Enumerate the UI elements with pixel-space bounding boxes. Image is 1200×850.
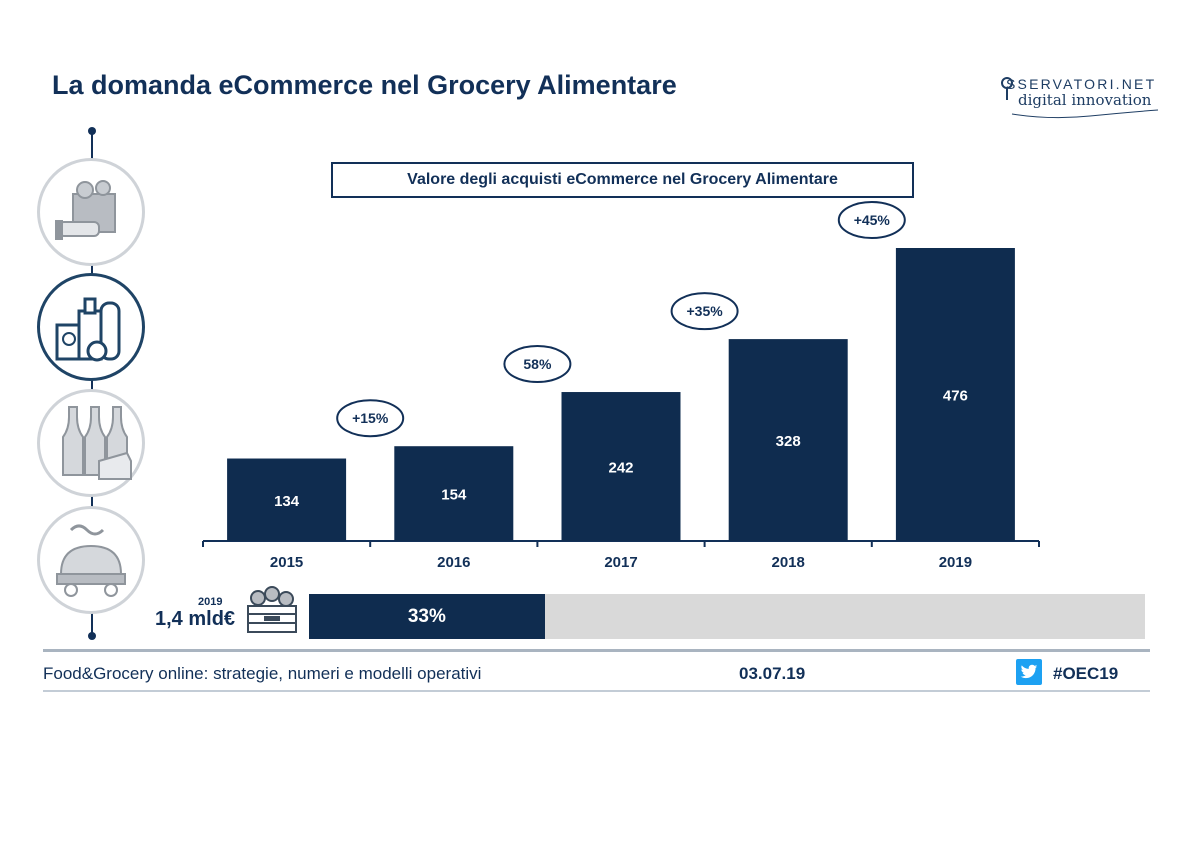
footer-divider-bottom [43, 690, 1150, 692]
grocery-products-icon[interactable] [37, 273, 145, 381]
timeline-dot-top [88, 127, 96, 135]
timeline-dot-bottom [88, 632, 96, 640]
osservatori-logo[interactable]: SSERVATORI.NET digital innovation [1000, 76, 1160, 120]
food-delivery-cloche-icon[interactable] [37, 506, 145, 614]
vegetable-crate-icon [247, 586, 297, 633]
bar [895, 248, 1015, 541]
share-bar-track: 33% [309, 594, 1145, 639]
bar [728, 339, 848, 541]
twitter-icon[interactable] [1016, 659, 1042, 685]
x-tick-label: 2017 [604, 554, 637, 571]
logo-text-bottom: digital innovation [1018, 91, 1152, 109]
x-tick-label: 2018 [772, 554, 805, 571]
grocery-bag-hand-icon[interactable] [37, 158, 145, 266]
growth-label: +45% [854, 212, 891, 228]
data-label: 328 [776, 433, 801, 450]
share-value: 1,4 mld€ [155, 608, 236, 630]
data-label: 242 [608, 460, 633, 477]
footer-hashtag[interactable]: #OEC19 [1053, 664, 1119, 683]
growth-label: +35% [686, 303, 723, 319]
bar [561, 392, 681, 541]
footer-event-title: Food&Grocery online: strategie, numeri e… [43, 664, 482, 683]
chart-title: Valore degli acquisti eCommerce nel Groc… [331, 162, 914, 198]
bar [394, 446, 514, 541]
growth-bubble [837, 201, 906, 239]
growth-bubble [503, 345, 572, 384]
timeline-line [91, 131, 93, 639]
footer-divider-top [43, 649, 1150, 652]
data-label: 134 [274, 493, 300, 510]
share-year: 2019 [198, 596, 223, 608]
x-tick-label: 2019 [939, 554, 972, 571]
growth-bubble [670, 292, 739, 331]
logo-pin-icon [1001, 77, 1013, 100]
wine-cheese-icon[interactable] [37, 389, 145, 497]
x-tick-label: 2015 [270, 554, 303, 571]
logo-text-top: SSERVATORI.NET [1006, 76, 1157, 92]
logo-swoosh-icon [1011, 109, 1159, 119]
page-title: La domanda eCommerce nel Grocery Aliment… [52, 70, 677, 100]
share-bar-fill: 33% [309, 594, 545, 639]
share-percent: 33% [407, 605, 446, 627]
x-tick-label: 2016 [437, 554, 470, 571]
data-label: 476 [943, 388, 968, 405]
data-label: 154 [441, 487, 467, 504]
growth-bubble [336, 399, 405, 438]
growth-label: 58% [523, 356, 552, 372]
footer-date: 03.07.19 [739, 664, 806, 683]
growth-label: +15% [352, 410, 389, 426]
bar [227, 458, 347, 541]
